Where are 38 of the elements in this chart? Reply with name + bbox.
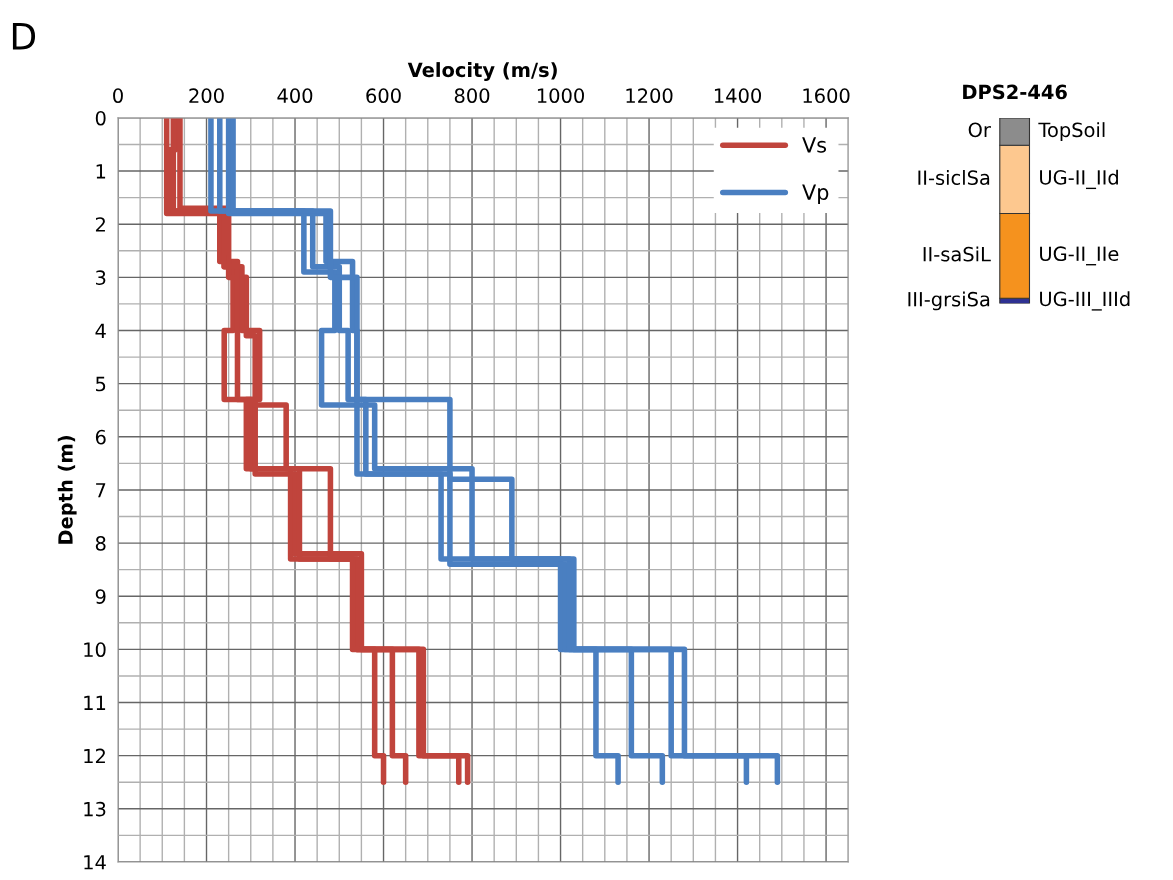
y-tick-label: 4	[95, 323, 106, 338]
y-tick-label: 12	[84, 748, 105, 764]
x-tick-label: 1400	[714, 88, 762, 104]
x-tick-label: 400	[277, 88, 313, 104]
y-axis-title: Depth (m)	[57, 436, 77, 544]
x-tick-label: 0	[113, 88, 123, 104]
series-label: Or	[968, 122, 991, 138]
y-tick-label: 14	[84, 855, 106, 870]
x-tick-label: 200	[189, 88, 224, 104]
x-tick-label: 1000	[537, 88, 584, 104]
y-tick-label: 1	[96, 164, 106, 179]
y-tick-label: 10	[84, 642, 106, 658]
series-label: II-siclSa	[918, 169, 990, 186]
text: UG-III_IIId	[1040, 291, 1130, 311]
y-tick-label: 8	[95, 536, 106, 551]
x-tick-label: 800	[454, 88, 490, 104]
y-tick-label: 5	[96, 376, 106, 392]
x-tick-label: 1600	[803, 88, 850, 104]
legend-label: Vp	[802, 184, 829, 205]
chart-title: D	[12, 23, 36, 50]
legend-label: Vs	[802, 137, 827, 153]
x-tick-label: 1200	[626, 88, 673, 104]
y-tick-label: 13	[84, 801, 106, 817]
x-tick-label: 600	[366, 88, 401, 104]
y-tick-label: 0	[95, 110, 106, 126]
chart-title: DPS2-446	[963, 84, 1067, 100]
y-tick-label: 9	[95, 589, 106, 604]
series-label: III-grsiSa	[908, 291, 990, 311]
y-tick-label: 6	[95, 429, 106, 445]
y-tick-label: 11	[84, 695, 106, 710]
text: UG-II_IId	[1040, 169, 1118, 190]
text: TopSoil	[1038, 122, 1105, 141]
y-tick-label: 7	[96, 483, 106, 498]
x-axis-title: Velocity (m/s)	[407, 62, 557, 82]
text: UG-II_IIe	[1040, 246, 1119, 266]
series-label: II-saSiL	[923, 246, 991, 262]
y-tick-label: 3	[96, 270, 106, 286]
y-tick-label: 2	[95, 217, 105, 232]
